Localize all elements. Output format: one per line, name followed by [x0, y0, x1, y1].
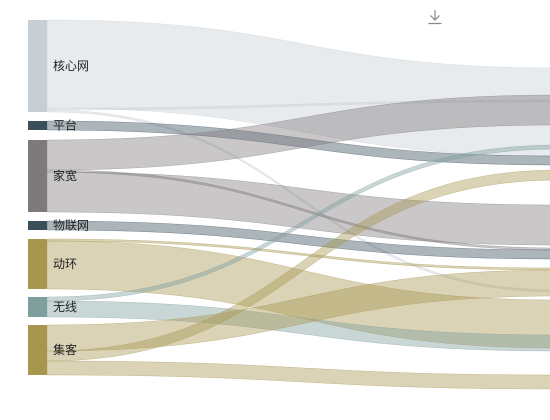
sankey-link[interactable]: [46, 269, 550, 352]
sankey-node-label: 平台: [53, 118, 77, 133]
sankey-node[interactable]: [28, 121, 47, 130]
sankey-link[interactable]: [46, 171, 550, 246]
sankey-node[interactable]: [28, 20, 47, 112]
sankey-link[interactable]: [46, 169, 550, 251]
sankey-node[interactable]: [28, 239, 47, 289]
sankey-link[interactable]: [46, 94, 550, 171]
sankey-link[interactable]: [46, 238, 550, 271]
sankey-node[interactable]: [28, 297, 47, 317]
download-button[interactable]: [426, 8, 444, 26]
sankey-node-label: 物联网: [53, 219, 89, 233]
sankey-node-label: 集客: [53, 342, 77, 357]
sankey-link[interactable]: [46, 360, 550, 390]
sankey-node[interactable]: [28, 325, 47, 375]
sankey-link[interactable]: [46, 240, 550, 349]
nodes-layer: [28, 20, 47, 375]
sankey-node-label: 家宽: [53, 168, 77, 183]
sankey-node-label: 无线: [53, 300, 77, 314]
sankey-node[interactable]: [28, 140, 47, 212]
download-icon: [428, 10, 442, 25]
sankey-link[interactable]: [46, 120, 550, 166]
sankey-link[interactable]: [46, 99, 550, 111]
sankey-link[interactable]: [46, 220, 550, 260]
sankey-node-label: 核心网: [53, 59, 89, 73]
sankey-link[interactable]: [46, 19, 550, 157]
sankey-link[interactable]: [46, 144, 550, 302]
links-layer: [46, 19, 550, 390]
sankey-link[interactable]: [46, 170, 550, 362]
sankey-node[interactable]: [28, 221, 47, 230]
sankey-node-label: 动环: [53, 257, 77, 271]
sankey-link[interactable]: [46, 109, 550, 292]
